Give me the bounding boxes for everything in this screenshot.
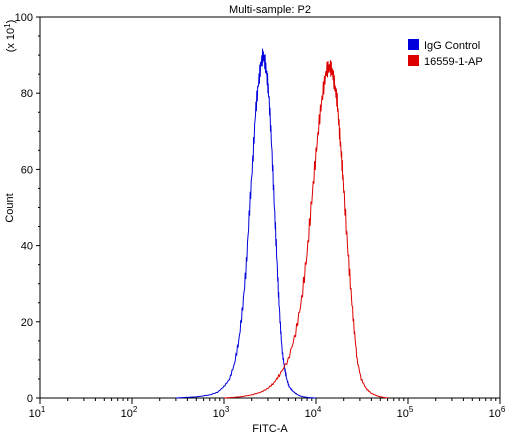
y-tick-label: 60 — [21, 164, 33, 176]
legend-swatch-antibody — [408, 55, 419, 66]
legend: IgG Control 16559-1-AP — [408, 39, 483, 68]
y-axis-label: Count — [4, 193, 16, 222]
series-line-antibody — [223, 60, 388, 399]
y-tick-label: 80 — [21, 88, 33, 100]
legend-label-igg: IgG Control — [424, 40, 480, 52]
plot-frame — [39, 16, 501, 399]
chart-title: Multi-sample: P2 — [229, 4, 311, 16]
x-tick-label: 101 — [29, 405, 46, 420]
y-multiplier-label: (x 101) — [3, 20, 17, 53]
x-tick-label: 106 — [489, 405, 506, 420]
y-tick-label: 20 — [21, 317, 33, 329]
y-multiplier-text: (x 10 — [5, 28, 17, 52]
legend-swatch-igg — [408, 39, 419, 50]
y-tick-label: 40 — [21, 241, 33, 253]
x-axis-label: FITC-A — [252, 423, 288, 435]
series-lines — [175, 48, 388, 399]
legend-label-antibody: 16559-1-AP — [424, 56, 483, 68]
x-tick-label: 104 — [305, 405, 322, 420]
svg-text:(x 101): (x 101) — [3, 20, 17, 53]
y-tick-label: 0 — [27, 393, 33, 405]
y-multiplier-exp: 1 — [3, 23, 12, 28]
x-tick-label: 103 — [213, 405, 230, 420]
x-tick-label: 102 — [121, 405, 138, 420]
series-line-igg-control — [175, 48, 317, 399]
y-tick-label: 100 — [15, 12, 33, 24]
x-tick-label: 105 — [397, 405, 414, 420]
axis-ticks: 0 20 40 60 80 100 101 102 103 104 105 106 — [15, 12, 506, 420]
